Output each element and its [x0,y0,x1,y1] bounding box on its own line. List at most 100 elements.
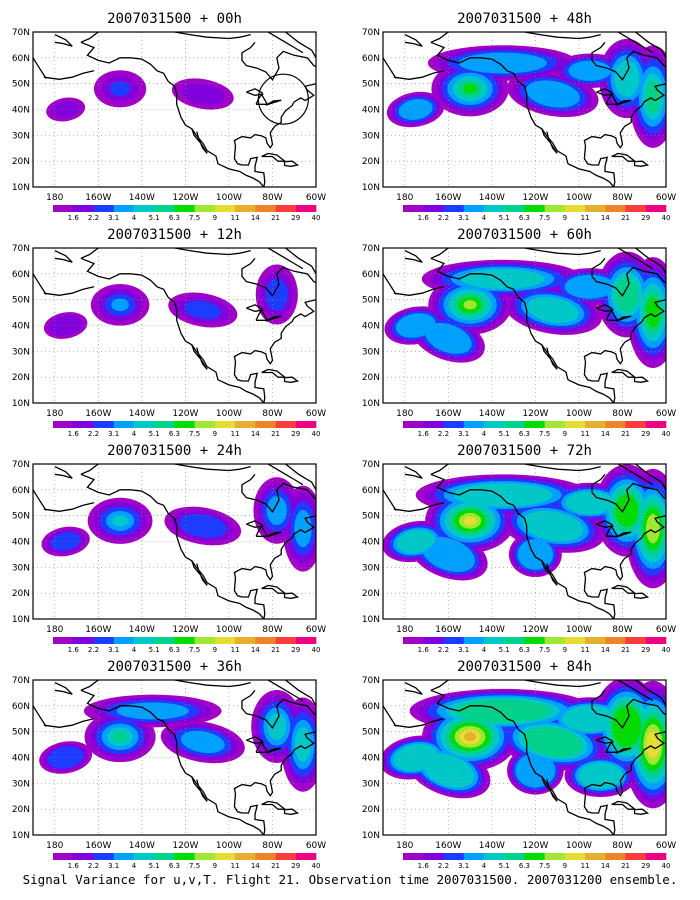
coastline [267,464,304,486]
colorbar-label: 7.5 [189,646,200,654]
coastline [80,689,265,835]
colorbar-swatch [255,421,276,428]
coastline [635,248,666,275]
colorbar-label: 7.5 [189,214,200,222]
map-frame [382,31,667,188]
lat-tick-label: 10N [362,831,380,841]
region-circle [257,73,309,125]
colorbar-label: 14 [601,214,610,222]
coastline [233,41,316,149]
colorbar-swatch [564,205,586,212]
contour-shape [454,699,551,723]
lon-tick-label: 100W [566,409,592,419]
colorbar-swatch [194,421,216,428]
coastline [33,489,47,511]
colorbar-swatch [605,853,626,860]
contour-shape [578,762,623,789]
coastline [617,680,654,702]
contour-shape [265,278,289,311]
coastlines [33,680,316,835]
contour-shape [562,705,618,732]
coastline [261,152,287,162]
colorbar-swatch [625,205,647,212]
colorbar-swatch [133,421,155,428]
coastline [54,466,73,479]
coastline [635,680,666,707]
colorbar-swatch [564,853,586,860]
coastline [233,257,316,365]
map-frame [32,463,317,620]
coastline [541,776,558,802]
lon-tick-label: 100W [216,409,242,419]
lon-tick-label: 60W [656,625,676,635]
coastline [596,520,614,528]
contour-shape [112,515,129,527]
map-frame [382,247,667,404]
colorbar-swatch [194,853,216,860]
colorbar-label: 21 [621,430,630,438]
lat-tick-label: 70N [362,676,380,686]
lat-tick-label: 50N [362,296,380,306]
panel-title: 2007031500 + 48h [457,11,592,27]
coastline [255,741,269,753]
coastline [267,32,304,54]
variance-field [46,70,234,122]
colorbar-label: 1.6 [418,430,430,438]
coastline [285,32,316,59]
colorbar-swatch [524,853,545,860]
coastline [404,34,423,47]
lon-tick-label: 180 [46,409,63,419]
colorbar-swatch [504,421,525,428]
colorbar-swatch [113,853,135,860]
lat-tick-label: 40N [12,322,30,332]
lon-tick-label: 60W [656,193,676,203]
lon-tick-label: 60W [306,409,326,419]
colorbar-label: 9 [563,862,567,870]
variance-field [386,38,666,148]
map-frame [382,463,667,620]
colorbar-swatch [564,421,586,428]
lon-tick-label: 60W [656,409,676,419]
colorbar-label: 14 [251,862,260,870]
lat-tick-label: 20N [362,805,380,815]
lat-tick-label: 30N [362,131,380,141]
map-panel: 2007031500 + 48h 10N 20N 30N 40N 50N 60N 70N 180… [362,11,676,222]
colorbar-label: 11 [231,214,240,222]
contour-shape [424,322,472,354]
lon-tick-label: 80W [612,409,632,419]
coastlines [33,248,316,403]
colorbar-label: 40 [312,646,321,654]
coastline [383,57,397,79]
contour-shape [453,483,553,507]
lon-tick-label: 80W [612,193,632,203]
coastline [617,464,654,486]
colorbar-swatch [625,421,647,428]
colorbar-label: 3.1 [108,862,119,870]
coastline [246,88,264,96]
coastline [283,160,300,167]
contour-shape [180,730,225,754]
variance-field [43,264,298,339]
coastline [285,248,316,275]
contour-shape [184,300,222,320]
colorbar-label: 2.2 [438,430,449,438]
colorbar-label: 2.2 [88,430,99,438]
lon-tick-label: 60W [656,841,676,851]
coastline [633,160,650,167]
contour-shape [564,274,615,299]
coastline [617,32,654,54]
colorbar-swatch [585,205,606,212]
lon-tick-label: 120W [172,625,198,635]
colorbar-swatch [113,421,135,428]
lon-tick-label: 140W [479,625,505,635]
colorbar-label: 9 [563,646,567,654]
colorbar-label: 11 [581,214,590,222]
lon-tick-label: 100W [566,625,592,635]
coastline [233,689,316,797]
colorbar-label: 7.5 [189,430,200,438]
colorbar-label: 1.6 [418,214,430,222]
colorbar-label: 2.2 [438,862,449,870]
coastline [541,560,558,586]
colorbar-swatch [214,205,236,212]
colorbar-label: 14 [601,862,610,870]
